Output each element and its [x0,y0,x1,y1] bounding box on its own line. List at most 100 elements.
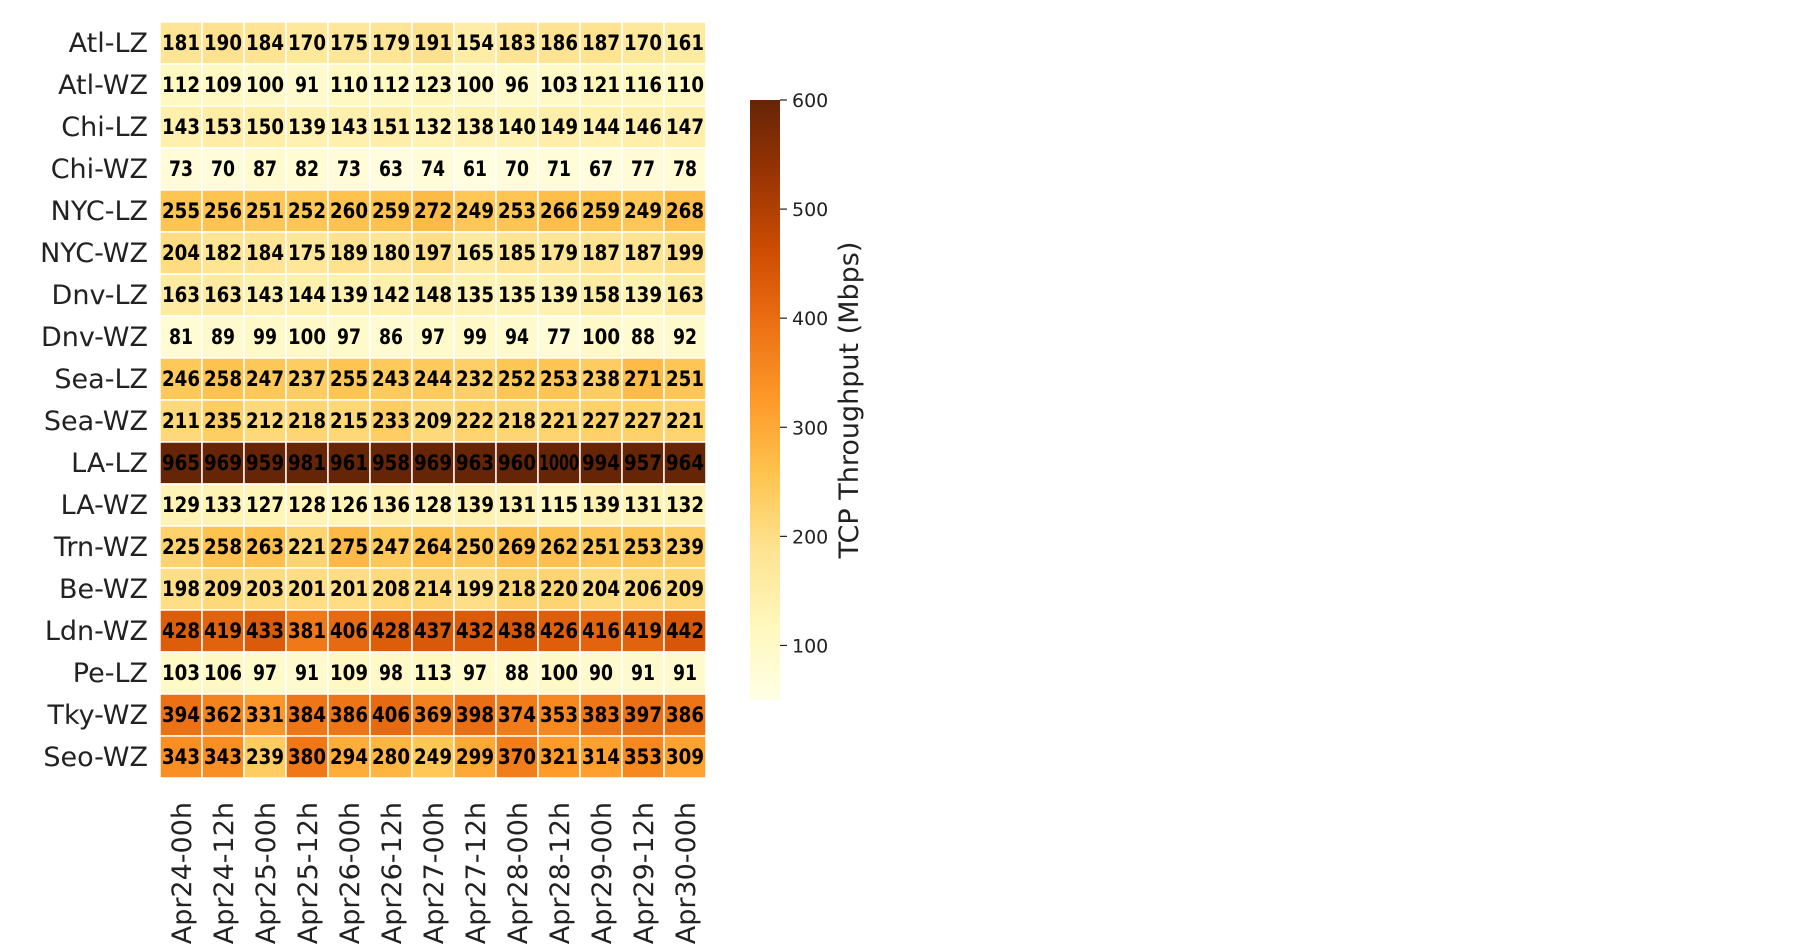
cell-value-label: 190 [204,31,242,55]
row-label: Seo-WZ [43,742,148,773]
heatmap-cell [537,231,581,275]
cell-value-label: 143 [330,115,368,139]
cell-value-label: 959 [246,451,284,475]
row-label: LA-LZ [71,448,148,479]
cell-value-label: 73 [337,157,361,181]
cell-value-label: 247 [246,367,284,391]
cell-value-label: 275 [330,535,368,559]
row-label: Sea-WZ [44,406,148,437]
cell-value-label: 438 [498,619,536,643]
heatmap-cell [411,567,455,611]
cell-value-label: 163 [204,283,242,307]
cell-value-label: 90 [589,661,613,685]
cell-value-label: 227 [582,409,620,433]
colorbar-tick-label: 200 [792,526,828,548]
heatmap-cell [159,441,203,485]
heatmap-cell [369,483,413,527]
colorbar: 100 200 300 400 500 600 TCP Throughput (Mbps) [750,90,865,700]
column-label: Apr29-12h [629,802,660,944]
cell-value-label: 110 [666,73,704,97]
cell-value-label: 383 [582,703,620,727]
cell-value-label: 133 [204,493,242,517]
heatmap-cell [663,567,707,611]
cell-value-label: 183 [498,31,536,55]
heatmap-cell [537,525,581,569]
cell-value-label: 243 [372,367,410,391]
cell-value-label: 253 [624,535,662,559]
cell-value-label: 442 [666,619,704,643]
cell-value-label: 260 [330,199,368,223]
heatmap-cell [243,63,287,107]
heatmap-cell [369,357,413,401]
heatmap-cell [579,231,623,275]
cell-value-label: 249 [414,745,452,769]
heatmap-cell [201,231,245,275]
row-label: LA-WZ [61,490,148,521]
cell-value-label: 253 [498,199,536,223]
heatmap-cell [495,231,539,275]
cell-value-label: 249 [456,199,494,223]
cell-value-label: 128 [414,493,452,517]
cell-value-label: 252 [498,367,536,391]
heatmap-cell [327,105,371,149]
cell-value-label: 221 [288,535,326,559]
heatmap-cell [579,357,623,401]
row-label: Chi-LZ [61,112,148,143]
cell-value-label: 97 [337,325,361,349]
cell-value-label: 115 [540,493,578,517]
cell-value-label: 225 [162,535,200,559]
cell-value-label: 232 [456,367,494,391]
cell-value-label: 180 [372,241,410,265]
heatmap-cell [663,273,707,317]
cell-value-label: 251 [246,199,284,223]
cell-value-label: 100 [456,73,494,97]
heatmap-cell [285,399,329,443]
heatmap-cell [159,651,203,695]
cell-value-label: 91 [631,661,655,685]
heatmap-cell [579,273,623,317]
heatmap-cell [579,651,623,695]
row-label: Trn-WZ [53,532,148,563]
column-label: Apr26-00h [335,802,366,944]
cell-value-label: 218 [498,409,536,433]
heatmap-cell [369,735,413,779]
cell-value-label: 218 [498,577,536,601]
heatmap-cell [579,693,623,737]
cell-value-label: 91 [295,661,319,685]
cell-value-label: 88 [505,661,529,685]
cell-value-label: 419 [204,619,242,643]
heatmap-cell [495,63,539,107]
cell-value-label: 74 [421,157,445,181]
cell-value-label: 370 [498,745,536,769]
heatmap-cell [663,651,707,695]
heatmap-cell [495,735,539,779]
cell-value-label: 235 [204,409,242,433]
heatmap-cell [411,273,455,317]
column-label: Apr27-12h [461,802,492,944]
heatmap-cell [285,441,329,485]
cell-value-label: 91 [673,661,697,685]
cell-value-label: 201 [288,577,326,601]
heatmap-cell [159,21,203,65]
heatmap-cell [285,735,329,779]
cell-value-label: 148 [414,283,452,307]
cell-value-label: 185 [498,241,536,265]
cell-value-label: 264 [414,535,452,559]
heatmap-cell [369,525,413,569]
heatmap-cell [579,735,623,779]
heatmap-cell [369,609,413,653]
cell-value-label: 92 [673,325,697,349]
heatmap-cell [201,693,245,737]
cell-value-label: 139 [540,283,578,307]
cell-value-label: 182 [204,241,242,265]
cell-value-label: 964 [666,451,704,475]
cell-value-label: 994 [582,451,620,475]
cell-value-label: 197 [414,241,452,265]
heatmap-cell [285,357,329,401]
cell-value-label: 211 [162,409,200,433]
row-label: Pe-LZ [73,658,148,689]
cell-value-label: 81 [169,325,193,349]
cell-value-label: 960 [498,451,536,475]
heatmap-cell [327,399,371,443]
cell-value-label: 154 [456,31,494,55]
